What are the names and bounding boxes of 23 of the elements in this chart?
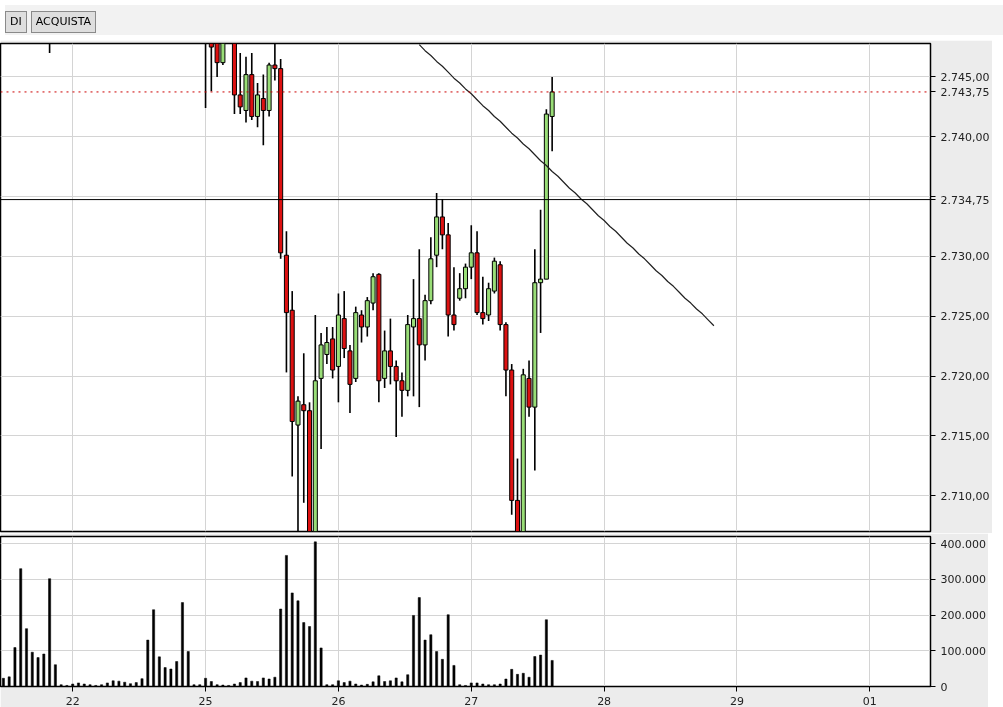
y-tick-label: 2.715,00 — [940, 429, 990, 443]
text: DI — [5, 11, 27, 33]
ref-line-label: 2.734,75 — [940, 193, 990, 207]
text: ACQUISTA — [30, 11, 97, 33]
x-tick-label: 22 — [65, 694, 80, 707]
x-tick-label: 29 — [729, 694, 744, 707]
x-tick-label: 26 — [331, 694, 346, 707]
y-tick-label: 2.710,00 — [940, 489, 990, 503]
ref-line-label: 2.743,75 — [940, 85, 990, 99]
x-tick-label: 01 — [862, 694, 877, 707]
y-tick-label: 2.730,00 — [940, 250, 990, 264]
y-tick-label: 2.745,00 — [940, 70, 990, 84]
y-tick-label: 2.720,00 — [940, 370, 990, 384]
y-tick-label: 200.000 — [940, 609, 986, 623]
y-tick-label: 2.725,00 — [940, 310, 990, 324]
y-tick-label: 2.740,00 — [940, 130, 990, 144]
x-tick-label: 27 — [464, 694, 479, 707]
y-tick-label: 400.000 — [940, 537, 986, 551]
y-tick-label: 100.000 — [940, 644, 986, 658]
x-tick-label: 28 — [597, 694, 612, 707]
y-tick-label: 0 — [940, 680, 948, 694]
y-tick-label: 300.000 — [940, 573, 986, 587]
x-tick-label: 25 — [198, 694, 213, 707]
